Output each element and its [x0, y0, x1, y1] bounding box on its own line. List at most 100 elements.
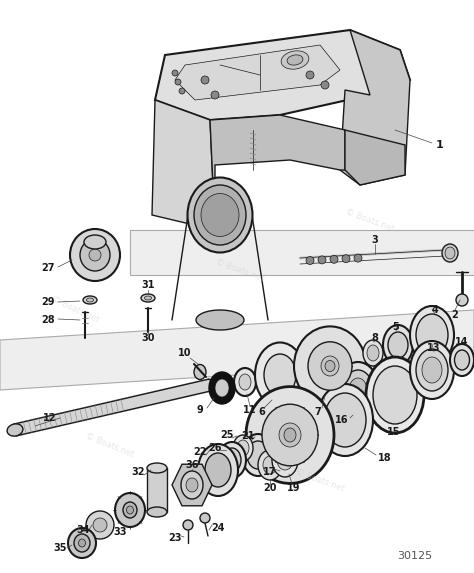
Ellipse shape	[416, 314, 448, 356]
Ellipse shape	[223, 448, 241, 472]
Ellipse shape	[363, 340, 383, 366]
Circle shape	[354, 254, 362, 262]
Ellipse shape	[294, 327, 366, 406]
Polygon shape	[172, 464, 212, 506]
Circle shape	[179, 88, 185, 94]
Ellipse shape	[147, 463, 167, 473]
Ellipse shape	[237, 440, 249, 456]
Text: 15: 15	[387, 427, 401, 437]
Text: © Boats.net: © Boats.net	[85, 431, 136, 459]
Ellipse shape	[277, 450, 293, 470]
Ellipse shape	[388, 332, 408, 358]
Ellipse shape	[181, 471, 203, 499]
Ellipse shape	[194, 185, 246, 245]
Text: 35: 35	[53, 543, 67, 553]
Text: 16: 16	[335, 415, 349, 425]
Circle shape	[201, 76, 209, 84]
Text: © Boats.net: © Boats.net	[345, 207, 396, 233]
Circle shape	[175, 79, 181, 85]
Text: 33: 33	[113, 527, 127, 537]
Ellipse shape	[284, 428, 296, 442]
Ellipse shape	[367, 345, 379, 361]
Ellipse shape	[68, 528, 96, 558]
Text: 27: 27	[41, 263, 55, 273]
Text: 10: 10	[178, 348, 192, 358]
Text: 12: 12	[43, 413, 57, 423]
Polygon shape	[210, 115, 345, 230]
Ellipse shape	[7, 424, 23, 436]
Ellipse shape	[74, 534, 90, 552]
Text: 25: 25	[220, 430, 234, 440]
Ellipse shape	[246, 387, 334, 484]
Polygon shape	[147, 468, 167, 512]
Ellipse shape	[79, 539, 85, 547]
Text: 30: 30	[141, 333, 155, 343]
Ellipse shape	[89, 249, 101, 261]
Circle shape	[306, 257, 314, 265]
Ellipse shape	[263, 456, 277, 474]
Ellipse shape	[255, 343, 305, 407]
Ellipse shape	[422, 357, 442, 383]
Ellipse shape	[279, 423, 301, 447]
Ellipse shape	[188, 178, 253, 253]
Text: 17: 17	[263, 467, 277, 477]
Ellipse shape	[325, 360, 335, 371]
Polygon shape	[175, 45, 340, 100]
Ellipse shape	[373, 366, 417, 424]
Text: 6: 6	[259, 407, 265, 417]
Text: 22: 22	[193, 447, 207, 457]
Ellipse shape	[272, 443, 298, 477]
Text: 4: 4	[432, 305, 438, 315]
Text: 1: 1	[436, 140, 444, 150]
Polygon shape	[0, 310, 474, 390]
Text: 23: 23	[168, 533, 182, 543]
Ellipse shape	[258, 450, 282, 480]
Circle shape	[321, 81, 329, 89]
Text: 2: 2	[452, 310, 458, 320]
Ellipse shape	[115, 493, 145, 527]
Ellipse shape	[247, 441, 269, 469]
Ellipse shape	[337, 362, 379, 418]
Text: 30125: 30125	[397, 551, 433, 561]
Text: 14: 14	[455, 337, 469, 347]
Polygon shape	[14, 379, 211, 436]
Ellipse shape	[186, 478, 198, 492]
Text: 5: 5	[392, 322, 400, 332]
Ellipse shape	[343, 370, 373, 410]
Circle shape	[93, 518, 107, 532]
Text: 13: 13	[427, 343, 441, 353]
Ellipse shape	[196, 310, 244, 330]
Polygon shape	[155, 30, 410, 120]
Ellipse shape	[442, 244, 458, 262]
Ellipse shape	[70, 229, 120, 281]
Ellipse shape	[455, 350, 470, 370]
Ellipse shape	[141, 294, 155, 302]
Text: 18: 18	[378, 453, 392, 463]
Text: 7: 7	[315, 407, 321, 417]
Polygon shape	[130, 230, 474, 275]
Text: 26: 26	[208, 443, 222, 453]
Circle shape	[456, 294, 468, 306]
Polygon shape	[345, 130, 405, 185]
Text: 11: 11	[243, 405, 257, 415]
Text: 28: 28	[41, 315, 55, 325]
Ellipse shape	[366, 357, 424, 433]
Text: 32: 32	[131, 467, 145, 477]
Ellipse shape	[308, 342, 352, 390]
Circle shape	[211, 91, 219, 99]
Ellipse shape	[324, 393, 366, 447]
Ellipse shape	[233, 435, 253, 461]
Ellipse shape	[317, 384, 373, 456]
Ellipse shape	[145, 296, 152, 300]
Text: 19: 19	[287, 483, 301, 493]
Ellipse shape	[234, 368, 256, 396]
Text: 9: 9	[197, 405, 203, 415]
Polygon shape	[340, 30, 410, 185]
Text: 24: 24	[211, 523, 225, 533]
Ellipse shape	[410, 306, 454, 364]
Ellipse shape	[83, 296, 97, 304]
Ellipse shape	[264, 354, 296, 396]
Circle shape	[86, 511, 114, 539]
Ellipse shape	[80, 239, 110, 271]
Circle shape	[318, 256, 326, 264]
